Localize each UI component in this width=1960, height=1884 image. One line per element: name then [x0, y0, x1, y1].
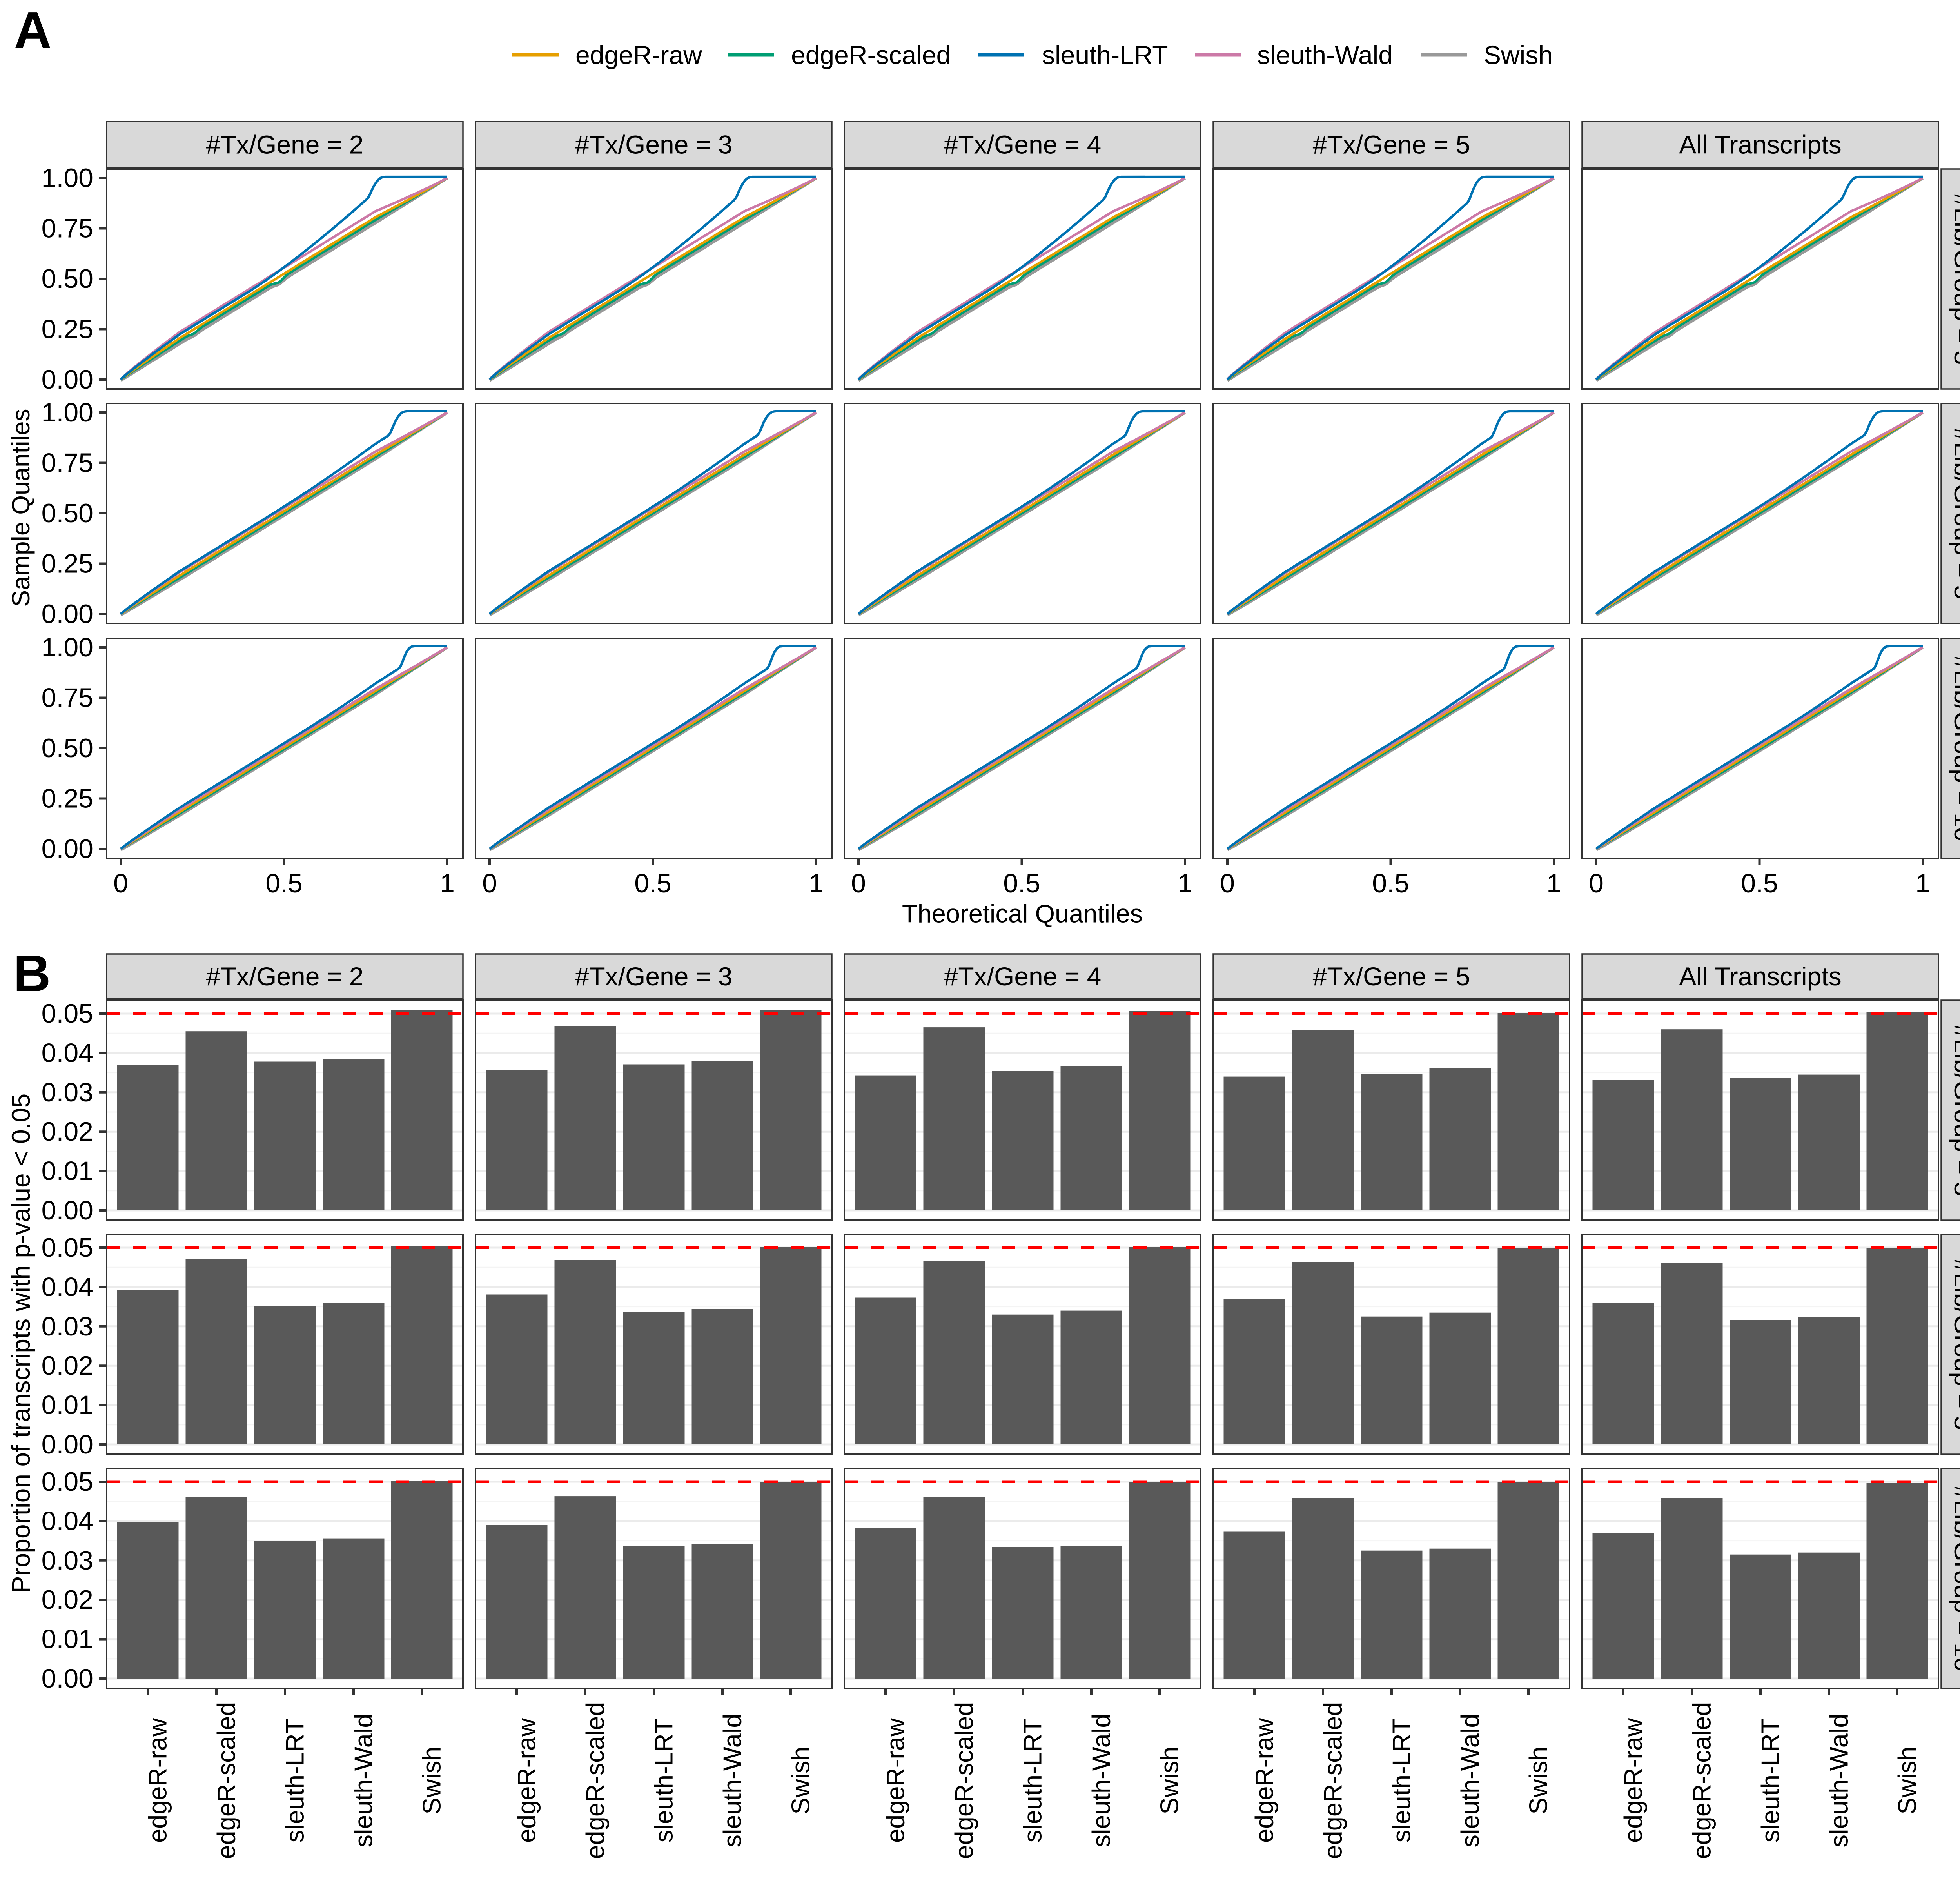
svg-text:edgeR-raw: edgeR-raw	[881, 1718, 910, 1843]
svg-text:sleuth-Wald: sleuth-Wald	[1825, 1714, 1853, 1848]
svg-text:edgeR-scaled: edgeR-scaled	[950, 1702, 978, 1859]
svg-text:#Lib/Group = 5: #Lib/Group = 5	[1949, 1258, 1960, 1430]
svg-text:#Lib/Group = 3: #Lib/Group = 3	[1949, 193, 1960, 365]
svg-text:edgeR-scaled: edgeR-scaled	[1688, 1702, 1716, 1859]
svg-text:#Lib/Group = 10: #Lib/Group = 10	[1949, 655, 1960, 841]
svg-text:Swish: Swish	[1524, 1746, 1553, 1814]
svg-text:Sample Quantiles: Sample Quantiles	[7, 409, 35, 607]
svg-text:1: 1	[1915, 868, 1930, 898]
svg-text:#Tx/Gene = 5: #Tx/Gene = 5	[1313, 962, 1470, 991]
svg-text:0.5: 0.5	[1372, 868, 1409, 898]
svg-text:0: 0	[851, 868, 866, 898]
svg-text:sleuth-LRT: sleuth-LRT	[1042, 40, 1168, 69]
svg-text:#Tx/Gene = 3: #Tx/Gene = 3	[575, 962, 733, 991]
svg-text:Proportion of transcripts with: Proportion of transcripts with p-value <…	[6, 1094, 35, 1593]
svg-text:#Tx/Gene = 4: #Tx/Gene = 4	[944, 130, 1102, 159]
svg-text:edgeR-scaled: edgeR-scaled	[212, 1702, 241, 1859]
svg-text:0.25: 0.25	[42, 549, 93, 579]
svg-text:#Lib/Group = 5: #Lib/Group = 5	[1949, 427, 1960, 599]
svg-text:sleuth-Wald: sleuth-Wald	[718, 1714, 747, 1848]
svg-text:sleuth-Wald: sleuth-Wald	[1087, 1714, 1116, 1848]
svg-text:edgeR-raw: edgeR-raw	[1250, 1718, 1279, 1843]
svg-text:0.00: 0.00	[42, 1430, 93, 1459]
svg-text:0.01: 0.01	[42, 1156, 93, 1186]
svg-text:edgeR-raw: edgeR-raw	[512, 1718, 541, 1843]
svg-text:0.5: 0.5	[634, 868, 671, 898]
svg-text:Swish: Swish	[1893, 1746, 1922, 1814]
svg-text:1: 1	[1178, 868, 1192, 898]
svg-text:sleuth-LRT: sleuth-LRT	[1018, 1719, 1047, 1843]
svg-text:1.00: 1.00	[42, 163, 93, 193]
svg-text:0.03: 0.03	[42, 1312, 93, 1341]
svg-text:#Tx/Gene = 5: #Tx/Gene = 5	[1313, 130, 1470, 159]
svg-text:0: 0	[113, 868, 128, 898]
svg-text:0.05: 0.05	[42, 999, 93, 1028]
svg-text:0.00: 0.00	[42, 834, 93, 864]
svg-text:edgeR-raw: edgeR-raw	[575, 40, 702, 69]
svg-text:1.00: 1.00	[42, 398, 93, 427]
svg-text:0.01: 0.01	[42, 1624, 93, 1654]
svg-text:Theoretical Quantiles: Theoretical Quantiles	[902, 899, 1143, 928]
svg-text:sleuth-Wald: sleuth-Wald	[1456, 1714, 1485, 1848]
svg-text:All Transcripts: All Transcripts	[1679, 130, 1841, 159]
svg-text:Swish: Swish	[786, 1746, 815, 1814]
svg-text:1.00: 1.00	[42, 632, 93, 662]
svg-text:0: 0	[482, 868, 497, 898]
svg-text:0.50: 0.50	[42, 498, 93, 528]
svg-text:0.00: 0.00	[42, 1195, 93, 1225]
svg-text:1: 1	[809, 868, 824, 898]
svg-text:sleuth-LRT: sleuth-LRT	[281, 1719, 309, 1843]
svg-text:0.02: 0.02	[42, 1117, 93, 1146]
svg-text:Swish: Swish	[1484, 40, 1553, 69]
svg-text:edgeR-raw: edgeR-raw	[1619, 1718, 1648, 1843]
svg-text:0.5: 0.5	[1741, 868, 1778, 898]
svg-text:0.25: 0.25	[42, 314, 93, 344]
svg-text:0.75: 0.75	[42, 214, 93, 243]
svg-text:0.02: 0.02	[42, 1351, 93, 1381]
svg-text:0.50: 0.50	[42, 264, 93, 294]
svg-text:#Tx/Gene = 3: #Tx/Gene = 3	[575, 130, 733, 159]
svg-text:sleuth-LRT: sleuth-LRT	[1387, 1719, 1416, 1843]
svg-text:edgeR-scaled: edgeR-scaled	[581, 1702, 610, 1859]
svg-text:0.50: 0.50	[42, 733, 93, 763]
svg-text:0.05: 0.05	[42, 1467, 93, 1497]
svg-text:0.00: 0.00	[42, 599, 93, 629]
svg-text:sleuth-Wald: sleuth-Wald	[349, 1714, 378, 1848]
svg-text:#Lib/Group = 10: #Lib/Group = 10	[1949, 1485, 1960, 1671]
svg-text:edgeR-scaled: edgeR-scaled	[791, 40, 951, 69]
svg-text:#Lib/Group = 3: #Lib/Group = 3	[1949, 1024, 1960, 1196]
svg-text:0.04: 0.04	[42, 1272, 93, 1302]
svg-text:0.05: 0.05	[42, 1233, 93, 1263]
svg-text:#Tx/Gene = 2: #Tx/Gene = 2	[206, 962, 364, 991]
svg-text:0.5: 0.5	[265, 868, 303, 898]
svg-text:sleuth-Wald: sleuth-Wald	[1257, 40, 1393, 69]
svg-text:1: 1	[440, 868, 455, 898]
svg-text:A: A	[14, 1, 51, 59]
svg-text:0: 0	[1589, 868, 1604, 898]
svg-text:0.75: 0.75	[42, 683, 93, 713]
svg-text:#Tx/Gene = 2: #Tx/Gene = 2	[206, 130, 364, 159]
svg-text:edgeR-scaled: edgeR-scaled	[1319, 1702, 1347, 1859]
svg-text:All Transcripts: All Transcripts	[1679, 962, 1841, 991]
svg-text:0.03: 0.03	[42, 1077, 93, 1107]
svg-text:sleuth-LRT: sleuth-LRT	[650, 1719, 678, 1843]
svg-text:0.75: 0.75	[42, 448, 93, 478]
svg-text:edgeR-raw: edgeR-raw	[143, 1718, 172, 1843]
svg-text:#Tx/Gene = 4: #Tx/Gene = 4	[944, 962, 1102, 991]
svg-text:sleuth-LRT: sleuth-LRT	[1756, 1719, 1785, 1843]
svg-text:B: B	[13, 945, 51, 1002]
svg-text:1: 1	[1546, 868, 1561, 898]
svg-text:0.25: 0.25	[42, 784, 93, 814]
svg-text:0.03: 0.03	[42, 1546, 93, 1575]
svg-text:0.5: 0.5	[1003, 868, 1040, 898]
svg-text:0: 0	[1220, 868, 1235, 898]
svg-text:0.02: 0.02	[42, 1585, 93, 1615]
svg-text:0.01: 0.01	[42, 1390, 93, 1420]
svg-text:0.04: 0.04	[42, 1038, 93, 1068]
svg-text:Swish: Swish	[1155, 1746, 1184, 1814]
svg-text:0.00: 0.00	[42, 365, 93, 394]
svg-text:0.04: 0.04	[42, 1506, 93, 1536]
svg-text:Swish: Swish	[417, 1746, 446, 1814]
svg-text:0.00: 0.00	[42, 1664, 93, 1693]
